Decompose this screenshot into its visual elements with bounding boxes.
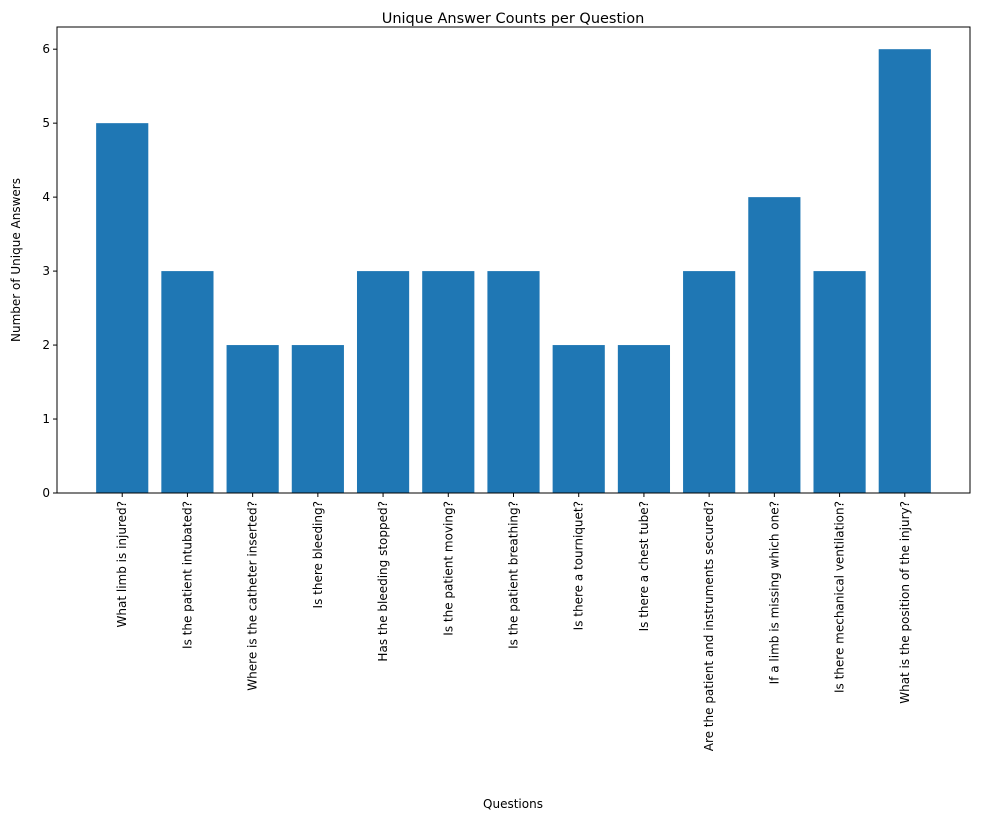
bar-8 (617, 345, 671, 493)
x-tick-label-1: Is the patient intubated? (180, 501, 194, 649)
x-tick-label-4: Has the bleeding stopped? (376, 501, 390, 662)
x-tick-label-9: Are the patient and instruments secured? (702, 501, 716, 751)
bar-2 (226, 345, 279, 493)
bar-4 (356, 271, 410, 493)
y-tick-label-4: 4 (42, 190, 50, 204)
x-axis-label: Questions (483, 797, 543, 811)
y-tick-label-5: 5 (42, 116, 50, 130)
y-tick-label-3: 3 (42, 264, 50, 278)
bar-0 (96, 123, 149, 493)
x-tick-label-0: What limb is injured? (115, 501, 129, 627)
y-tick-label-6: 6 (42, 42, 50, 56)
x-tick-label-5: Is the patient moving? (441, 501, 455, 636)
bar-7 (552, 345, 605, 493)
bars-group (96, 49, 931, 493)
x-tick-label-8: Is there a chest tube? (637, 501, 651, 631)
y-axis-ticks: 0 1 2 3 4 5 6 (42, 42, 57, 500)
x-tick-label-2: Where is the catheter inserted? (246, 501, 260, 691)
x-tick-label-11: Is there mechanical ventilation? (833, 501, 847, 693)
bar-9 (683, 271, 736, 493)
bar-12 (878, 49, 931, 493)
x-axis-ticks: What limb is injured? Is the patient intu… (115, 493, 912, 751)
x-tick-label-3: Is there bleeding? (311, 501, 325, 608)
plot-frame (56, 26, 971, 494)
y-axis-label: Number of Unique Answers (9, 178, 23, 342)
chart-title: Unique Answer Counts per Question (382, 11, 645, 27)
y-tick-label-0: 0 (42, 486, 50, 500)
x-tick-label-12: What is the position of the injury? (898, 501, 912, 704)
bar-5 (422, 271, 475, 493)
bar-11 (813, 271, 866, 493)
x-tick-label-10: If a limb is missing which one? (767, 501, 781, 684)
x-tick-label-7: Is there a tourniquet? (572, 501, 586, 630)
bar-6 (487, 271, 540, 493)
y-tick-label-2: 2 (42, 338, 50, 352)
bar-3 (291, 345, 344, 493)
bar-10 (748, 197, 801, 493)
y-tick-label-1: 1 (42, 412, 50, 426)
x-tick-label-6: Is the patient breathing? (507, 501, 521, 649)
bar-1 (161, 271, 214, 493)
